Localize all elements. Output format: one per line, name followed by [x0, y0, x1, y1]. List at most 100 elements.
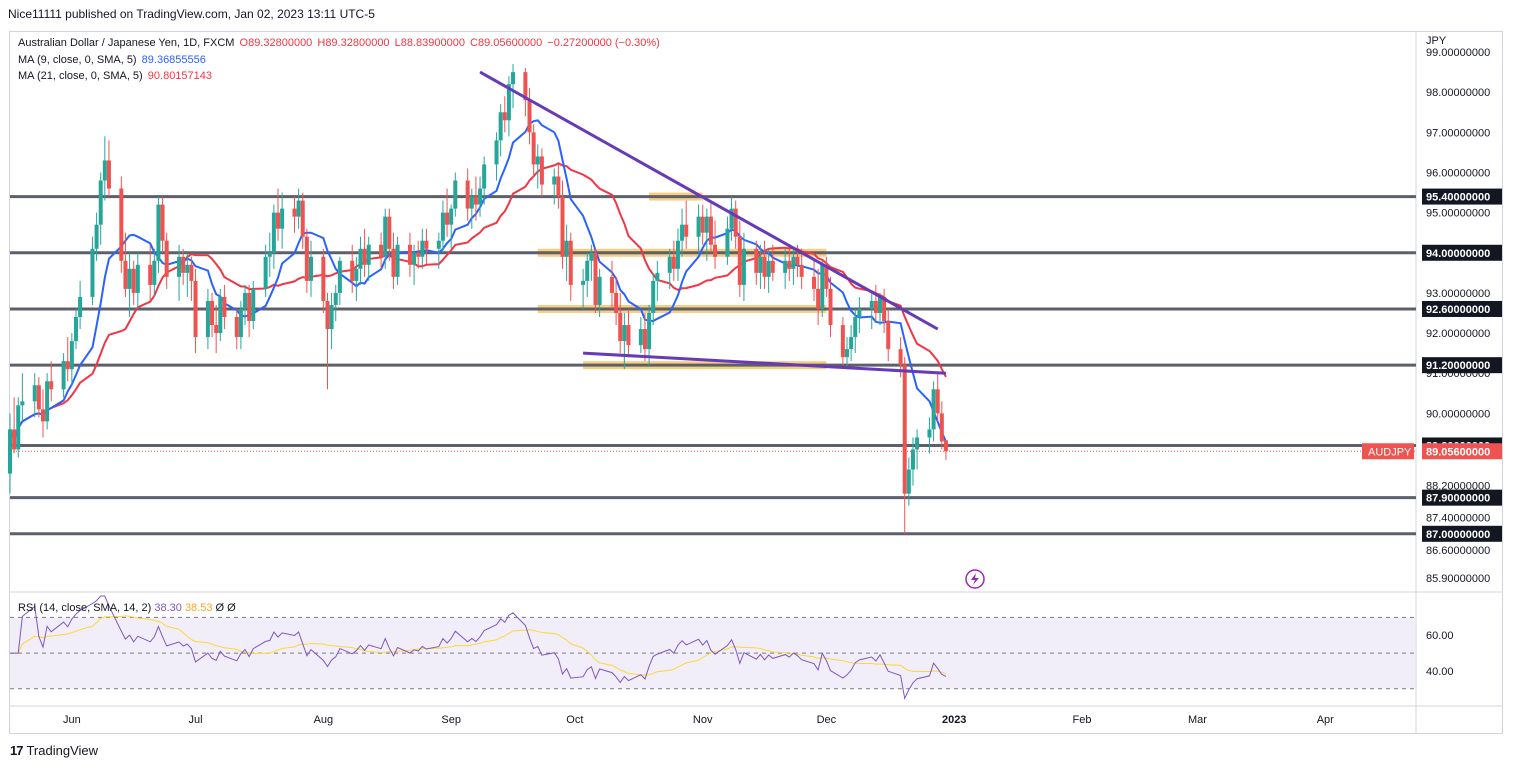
tradingview-brand[interactable]: 17 TradingView: [10, 743, 98, 758]
candle-body: [684, 224, 689, 237]
ma21-value: 90.80157143: [147, 70, 213, 82]
price-tick-label: 93.00000000: [1426, 288, 1490, 300]
level-label: 95.40000000: [1426, 192, 1490, 204]
candle-body: [45, 381, 50, 422]
candle-body: [680, 224, 685, 241]
candle-body: [325, 300, 330, 330]
ma9-label: MA (9, close, 0, SMA, 5): [18, 54, 137, 66]
candle-body: [238, 308, 243, 338]
candle-body: [502, 112, 507, 121]
candle-body: [609, 276, 614, 293]
candle-body: [915, 437, 920, 450]
candle-body: [333, 292, 338, 305]
candle-body: [647, 312, 652, 350]
price-tick-label: 88.20000000: [1426, 481, 1490, 493]
candle-body: [263, 256, 268, 289]
candle-body: [642, 329, 647, 350]
candle-body: [564, 240, 569, 257]
candle-body: [73, 317, 78, 342]
candle-body: [354, 268, 359, 281]
candle-body: [445, 212, 450, 225]
candle-body: [877, 296, 882, 313]
candle-body: [181, 256, 186, 273]
candle-body: [102, 160, 107, 181]
candle-body: [556, 176, 561, 197]
candle-body: [849, 337, 854, 350]
candle-body: [560, 196, 565, 257]
candle-body: [622, 325, 627, 342]
rsi-tick-label: 60.00: [1426, 630, 1454, 642]
legend-close: C89.05600000: [470, 37, 543, 49]
candle-body: [16, 405, 21, 450]
brand-name: TradingView: [26, 743, 99, 758]
candle-body: [506, 84, 511, 121]
level-label-box: [1422, 489, 1502, 506]
candle-body: [383, 216, 388, 257]
candle-body: [247, 292, 252, 322]
candle-body: [420, 240, 425, 257]
candle-body: [304, 236, 309, 281]
candle-body: [799, 264, 804, 277]
candle-body: [812, 276, 817, 289]
candle-body: [795, 256, 800, 265]
candle-body: [931, 389, 936, 430]
candle-body: [700, 216, 705, 233]
candle-body: [655, 272, 660, 281]
candle-body: [358, 248, 363, 269]
candle-body: [869, 300, 874, 309]
candle-body: [638, 329, 643, 346]
candle-body: [898, 349, 903, 366]
candle-body: [626, 325, 631, 346]
price-tick-label: 97.00000000: [1426, 127, 1490, 139]
level-label: 91.20000000: [1426, 360, 1490, 372]
candle-body: [770, 260, 775, 273]
time-tick-label: Jul: [189, 714, 203, 726]
candle-body: [391, 248, 396, 277]
candle-body: [539, 156, 544, 185]
candle-body: [49, 381, 54, 390]
time-tick-label: Apr: [1317, 714, 1334, 726]
candle-body: [741, 248, 746, 285]
time-tick-label: Oct: [566, 714, 583, 726]
candle-body: [465, 180, 470, 209]
ma9-value: 89.36855556: [141, 54, 206, 66]
candle-body: [589, 252, 594, 261]
ma21-legend: MA (21, close, 0, SMA, 5) 90.80157143: [18, 70, 214, 82]
candle-body: [882, 296, 887, 322]
candle-body: [94, 224, 99, 249]
candle-body: [193, 280, 198, 338]
main-legend: Australian Dollar / Japanese Yen, 1D, FX…: [18, 37, 662, 49]
candle-body: [783, 260, 788, 273]
candle-body: [387, 216, 392, 249]
candle-body: [234, 317, 239, 338]
candle-body: [218, 296, 223, 334]
candle-body: [568, 240, 573, 285]
candle-body: [214, 325, 219, 334]
publish-header: Nice11111 published on TradingView.com, …: [8, 7, 375, 21]
ma21-line: [9, 162, 947, 443]
price-tick-label: 98.00000000: [1426, 87, 1490, 99]
candle-body: [478, 188, 483, 205]
candle-body: [494, 140, 499, 165]
rsi-value: 38.30: [154, 602, 182, 614]
legend-low: L88.83900000: [394, 37, 465, 49]
price-tick-label: 95.00000000: [1426, 208, 1490, 220]
time-tick-label: Sep: [441, 714, 461, 726]
ma9-legend: MA (9, close, 0, SMA, 5) 89.36855556: [18, 54, 208, 66]
chart-frame: [9, 31, 1503, 734]
candle-body: [362, 248, 367, 265]
trendline: [583, 351, 947, 375]
candle-body: [671, 256, 676, 269]
time-tick-label: Aug: [314, 714, 334, 726]
candle-body: [78, 296, 83, 318]
candle-body: [618, 312, 623, 342]
candle-body: [222, 296, 227, 318]
candle-body: [32, 385, 37, 402]
legend-change: −0.27200000 (−0.30%): [547, 37, 660, 49]
time-tick-label: Nov: [693, 714, 713, 726]
time-tick-label: Dec: [817, 714, 837, 726]
candle-body: [787, 260, 792, 269]
candle-body: [366, 244, 371, 265]
price-tick-label: 90.00000000: [1426, 408, 1490, 420]
